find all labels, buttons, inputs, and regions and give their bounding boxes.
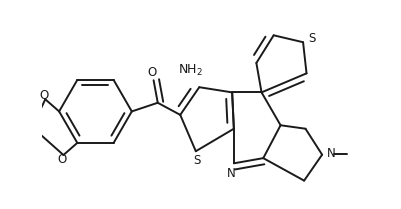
Text: O: O (147, 66, 156, 79)
Text: N: N (226, 167, 235, 180)
Text: NH$_2$: NH$_2$ (178, 63, 203, 78)
Text: S: S (307, 32, 315, 45)
Text: S: S (192, 154, 200, 167)
Text: O: O (39, 89, 48, 102)
Text: O: O (57, 153, 66, 166)
Text: N: N (326, 147, 335, 160)
